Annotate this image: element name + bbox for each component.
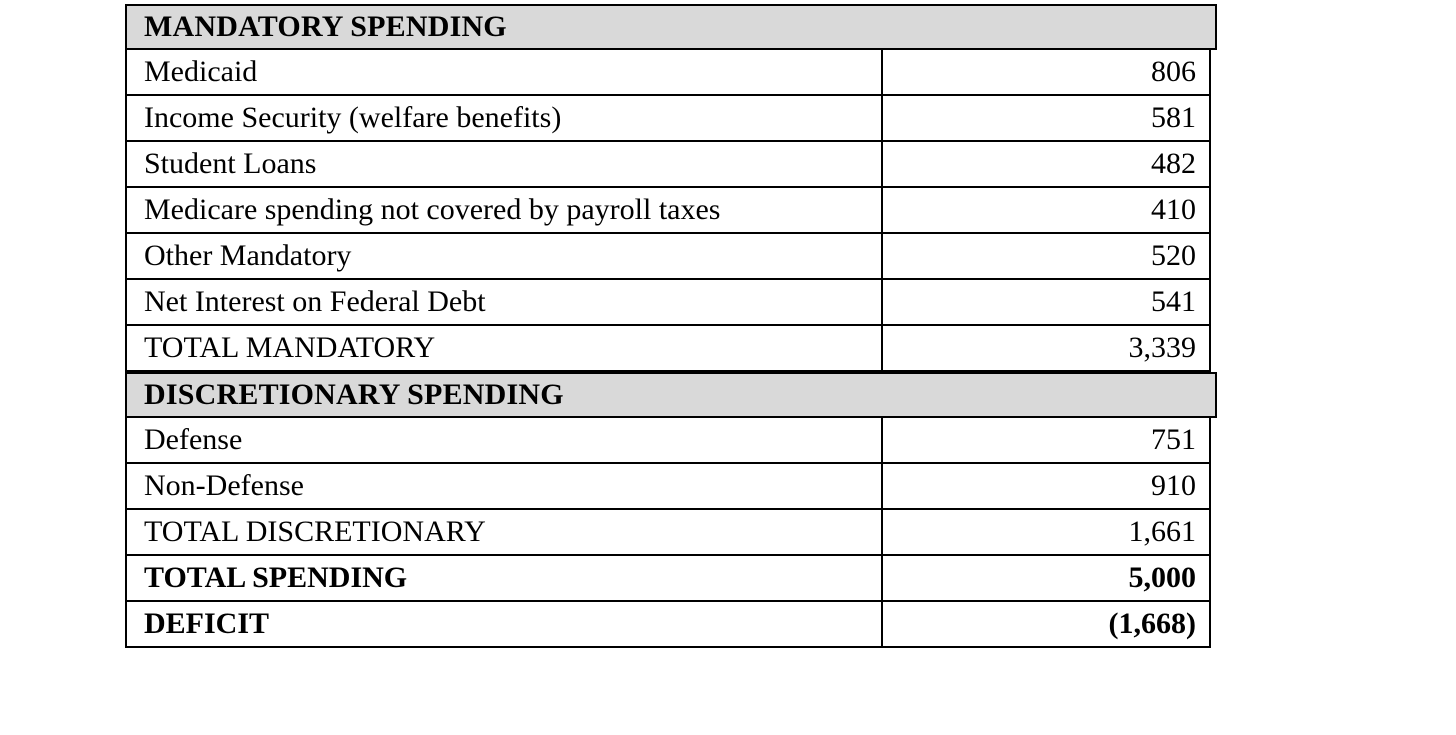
row-label: Student Loans	[127, 142, 883, 186]
row-value: 806	[1151, 55, 1196, 88]
row-label: TOTAL SPENDING	[127, 556, 883, 600]
row-value: 1,661	[1128, 515, 1197, 548]
table-row-income-security: Income Security (welfare benefits) 581	[125, 96, 1211, 142]
row-label: Defense	[127, 418, 883, 462]
table-row-total-spending: TOTAL SPENDING 5,000	[125, 556, 1211, 602]
section-header-mandatory-spending: MANDATORY SPENDING	[125, 4, 1217, 50]
row-label: DEFICIT	[127, 602, 883, 646]
row-label: Other Mandatory	[127, 234, 883, 278]
row-label: TOTAL MANDATORY	[127, 326, 883, 370]
row-label: Non-Defense	[127, 464, 883, 508]
row-value: 410	[1151, 193, 1196, 226]
table-row-student-loans: Student Loans 482	[125, 142, 1211, 188]
row-label: TOTAL DISCRETIONARY	[127, 510, 883, 554]
budget-spending-table: MANDATORY SPENDING Medicaid 806 Income S…	[125, 4, 1217, 648]
table-row-non-defense: Non-Defense 910	[125, 464, 1211, 510]
row-value: 5,000	[1128, 561, 1197, 594]
row-value: 520	[1151, 239, 1196, 272]
row-label: Medicare spending not covered by payroll…	[127, 188, 883, 232]
table-row-other-mandatory: Other Mandatory 520	[125, 234, 1211, 280]
table-row-medicare-spending: Medicare spending not covered by payroll…	[125, 188, 1211, 234]
row-value: (1,668)	[1108, 607, 1196, 640]
table-row-net-interest: Net Interest on Federal Debt 541	[125, 280, 1211, 326]
table-row-total-discretionary: TOTAL DISCRETIONARY 1,661	[125, 510, 1211, 556]
row-value: 751	[1151, 423, 1196, 456]
row-label: Income Security (welfare benefits)	[127, 96, 883, 140]
table-row-medicaid: Medicaid 806	[125, 50, 1211, 96]
section-header-discretionary-spending: DISCRETIONARY SPENDING	[125, 372, 1217, 418]
table-row-deficit: DEFICIT (1,668)	[125, 602, 1211, 648]
table-row-total-mandatory: TOTAL MANDATORY 3,339	[125, 326, 1211, 372]
row-value: 910	[1151, 469, 1196, 502]
section-header-label: DISCRETIONARY SPENDING	[144, 378, 564, 411]
row-value: 581	[1151, 101, 1196, 134]
table-row-defense: Defense 751	[125, 418, 1211, 464]
row-label: Medicaid	[127, 50, 883, 94]
section-header-label: MANDATORY SPENDING	[144, 10, 507, 43]
row-value: 3,339	[1128, 331, 1197, 364]
row-value: 541	[1151, 285, 1196, 318]
row-label: Net Interest on Federal Debt	[127, 280, 883, 324]
row-value: 482	[1151, 147, 1196, 180]
